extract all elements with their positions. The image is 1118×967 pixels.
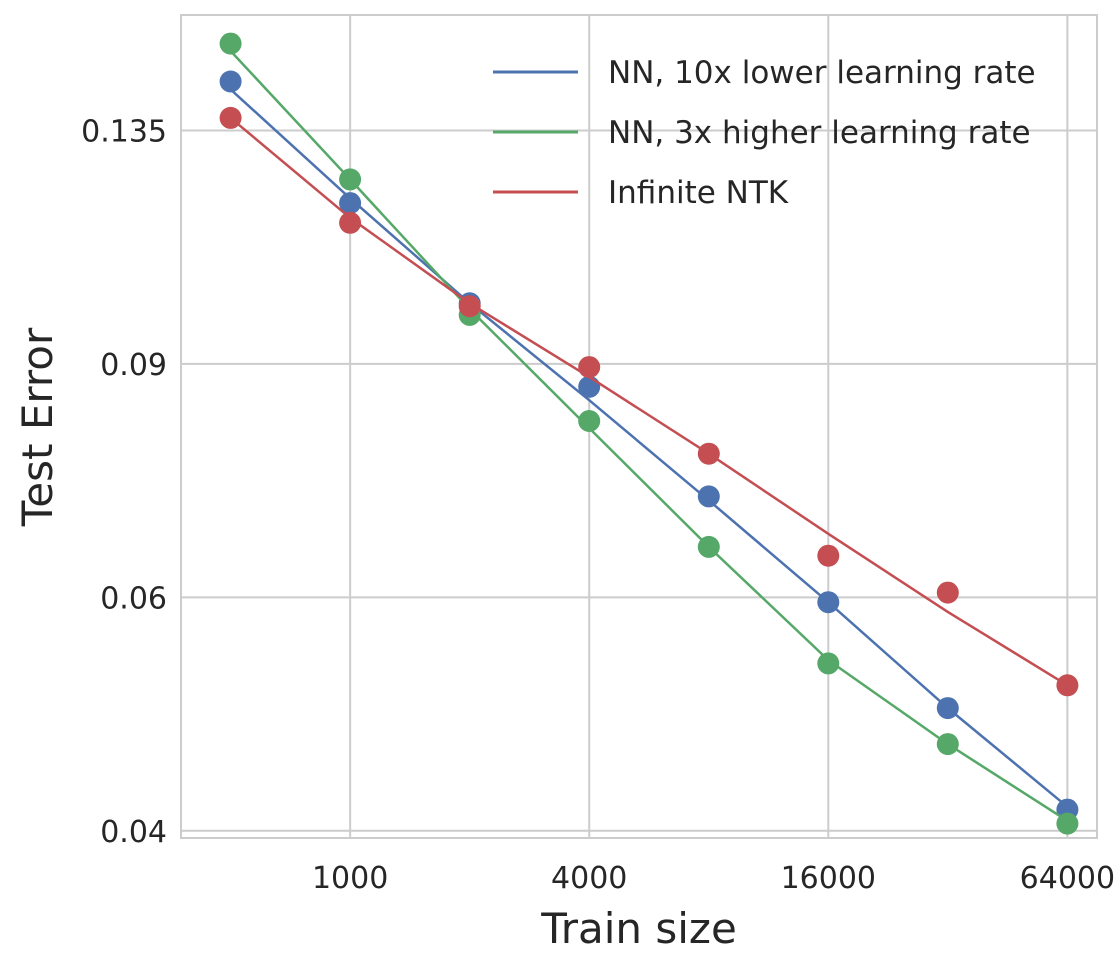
data-point <box>817 652 840 675</box>
data-point <box>339 192 362 215</box>
legend-item: NN, 3x higher learning rate <box>493 115 1031 151</box>
plot-frame <box>180 14 1098 839</box>
x-axis-title: Train size <box>540 904 737 953</box>
data-point <box>1056 674 1079 697</box>
data-point <box>936 581 959 604</box>
x-tick-label: 16000 <box>781 861 876 896</box>
x-tick-label: 1000 <box>312 861 388 896</box>
legend-label: NN, 10x lower learning rate <box>608 55 1036 91</box>
data-point <box>936 697 959 720</box>
x-tick-label: 4000 <box>551 861 627 896</box>
series-2 <box>219 32 1079 835</box>
data-point <box>578 356 601 379</box>
data-point <box>817 591 840 614</box>
data-point <box>697 442 720 465</box>
data-point <box>219 70 242 93</box>
series-line <box>229 88 1069 808</box>
data-point <box>817 544 840 567</box>
data-point <box>578 410 601 432</box>
data-point <box>1056 812 1079 835</box>
series-line <box>229 116 1069 687</box>
data-point <box>339 211 362 234</box>
data-point <box>219 106 242 129</box>
data-point <box>697 535 720 558</box>
series-3 <box>219 106 1079 697</box>
y-axis-title: Test Error <box>13 327 62 527</box>
legend-item: NN, 10x lower learning rate <box>493 55 1036 91</box>
series <box>219 32 1079 835</box>
series-line <box>229 50 1069 822</box>
data-point <box>578 375 601 398</box>
legend-label: Infinite NTK <box>608 175 789 211</box>
data-point <box>339 168 362 191</box>
legend-item: Infinite NTK <box>493 175 789 211</box>
y-tick-label: 0.135 <box>81 115 167 150</box>
data-point <box>458 295 481 318</box>
data-point <box>697 485 720 508</box>
legend: NN, 10x lower learning rate NN, 3x higher… <box>493 55 1036 211</box>
data-point <box>936 733 959 756</box>
y-tick-label: 0.06 <box>100 581 167 616</box>
tick-labels: 1000 4000 16000 64000 0.04 0.06 0.09 0.135 <box>81 115 1115 896</box>
y-tick-label: 0.04 <box>100 815 167 850</box>
y-tick-label: 0.09 <box>100 348 167 383</box>
x-tick-label: 64000 <box>1020 861 1115 896</box>
legend-label: NN, 3x higher learning rate <box>608 115 1031 151</box>
data-point <box>219 32 242 55</box>
